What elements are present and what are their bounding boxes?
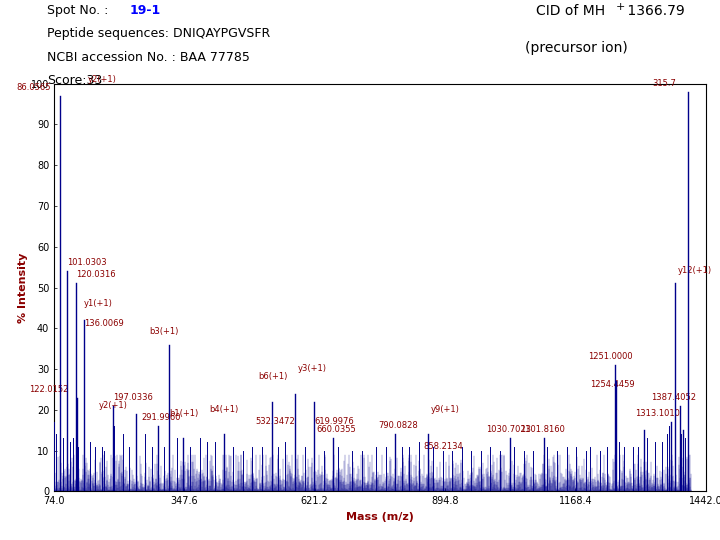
Text: 1254.4459: 1254.4459: [590, 381, 635, 389]
Text: y2(+1): y2(+1): [88, 75, 117, 84]
Text: CID of MH: CID of MH: [536, 4, 606, 18]
Text: 660.0355: 660.0355: [317, 426, 356, 434]
Text: 858.2134: 858.2134: [423, 442, 464, 450]
Text: Peptide sequences: DNIQAYPGVSFR: Peptide sequences: DNIQAYPGVSFR: [47, 28, 270, 40]
Text: 1366.79: 1366.79: [623, 4, 685, 18]
X-axis label: Mass (m/z): Mass (m/z): [346, 512, 414, 522]
Text: 315.7: 315.7: [652, 79, 676, 88]
Text: 619.9976: 619.9976: [315, 417, 354, 426]
Y-axis label: % Intensity: % Intensity: [18, 252, 28, 323]
Text: 1251.0000: 1251.0000: [588, 352, 633, 361]
Text: y9(+1): y9(+1): [431, 405, 459, 414]
Text: y2(+1): y2(+1): [99, 401, 128, 410]
Text: 197.0336: 197.0336: [113, 393, 153, 402]
Text: 291.9960: 291.9960: [141, 413, 181, 422]
Text: +: +: [616, 2, 625, 12]
Text: b1(+1): b1(+1): [168, 409, 198, 418]
Text: 122.0152: 122.0152: [29, 384, 68, 394]
Text: 1387.4052: 1387.4052: [651, 393, 696, 402]
Text: 532.3472: 532.3472: [256, 417, 295, 426]
Text: 1313.1010: 1313.1010: [634, 409, 680, 418]
Text: 120.0316: 120.0316: [76, 271, 116, 279]
Text: 136.0069: 136.0069: [84, 319, 124, 328]
Text: 1030.7023: 1030.7023: [486, 426, 531, 434]
Text: 101.0303: 101.0303: [68, 258, 107, 267]
Text: 86.0565: 86.0565: [17, 83, 51, 92]
Text: Score:33: Score:33: [47, 75, 102, 87]
Text: b4(+1): b4(+1): [210, 405, 238, 414]
Text: y1(+1): y1(+1): [84, 299, 113, 308]
Text: 790.0828: 790.0828: [379, 421, 418, 430]
Text: y12(+1): y12(+1): [678, 266, 711, 275]
Text: Spot No. :: Spot No. :: [47, 4, 112, 17]
Text: b3(+1): b3(+1): [150, 327, 179, 336]
Text: 1101.8160: 1101.8160: [520, 426, 564, 434]
Text: b6(+1): b6(+1): [258, 372, 287, 381]
Text: y3(+1): y3(+1): [297, 364, 326, 373]
Text: 19-1: 19-1: [130, 4, 161, 17]
Text: (precursor ion): (precursor ion): [525, 40, 627, 55]
Text: NCBI accession No. : BAA 77785: NCBI accession No. : BAA 77785: [47, 51, 250, 64]
